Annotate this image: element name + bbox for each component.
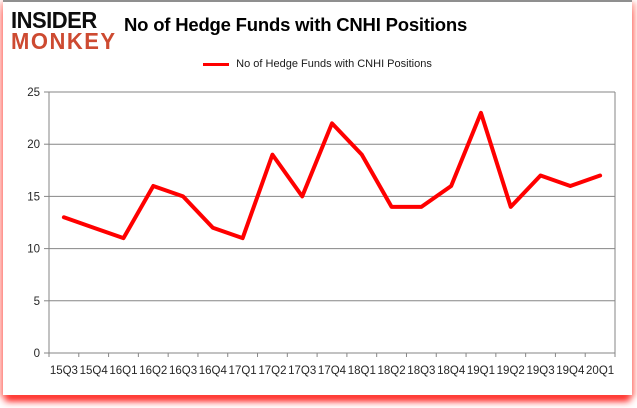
x-axis-tick-label: 19Q1	[467, 365, 495, 377]
x-axis-tick-label: 18Q1	[348, 365, 376, 377]
y-axis-tick-label: 10	[27, 244, 40, 256]
y-axis-tick-label: 0	[34, 348, 40, 360]
logo-text-insider: INSIDER	[11, 6, 97, 34]
x-axis-tick-label: 17Q4	[318, 365, 347, 377]
x-axis-tick-label: 16Q4	[199, 365, 228, 377]
x-axis-tick-label: 16Q3	[169, 365, 197, 377]
x-axis-tick-label: 17Q3	[288, 365, 316, 377]
y-axis-tick-label: 5	[34, 296, 40, 308]
series-line	[61, 110, 603, 241]
x-axis-tick-label: 16Q2	[139, 365, 167, 377]
x-axis-tick-label: 15Q4	[80, 365, 109, 377]
x-axis-tick-label: 19Q4	[556, 365, 585, 377]
x-axis-tick-label: 17Q1	[229, 365, 257, 377]
x-axis-tick-label: 20Q1	[586, 365, 614, 377]
chart-title: No of Hedge Funds with CNHI Positions	[124, 14, 468, 35]
x-axis-tick-label: 19Q2	[497, 365, 525, 377]
legend-line-swatch	[203, 62, 230, 66]
x-axis-tick-label: 18Q3	[407, 365, 435, 377]
legend-label: No of Hedge Funds with CNHI Positions	[236, 58, 432, 70]
x-axis-tick-label: 15Q3	[50, 365, 78, 377]
chart-widget: INSIDER MONKEY No of Hedge Funds with CN…	[3, 0, 632, 395]
x-axis-tick-label: 16Q1	[109, 365, 137, 377]
insider-monkey-logo: INSIDER MONKEY	[11, 6, 117, 55]
y-axis-tick-label: 15	[27, 191, 40, 203]
logo-text-monkey: MONKEY	[11, 27, 117, 55]
y-axis-tick-label: 20	[27, 139, 40, 151]
legend: No of Hedge Funds with CNHI Positions	[3, 56, 632, 72]
x-axis-tick-label: 18Q2	[378, 365, 406, 377]
x-axis-tick-label: 18Q4	[437, 365, 466, 377]
y-axis-tick-label: 25	[27, 87, 40, 99]
x-axis-tick-label: 17Q2	[258, 365, 286, 377]
x-axis-tick-label: 19Q3	[526, 365, 554, 377]
